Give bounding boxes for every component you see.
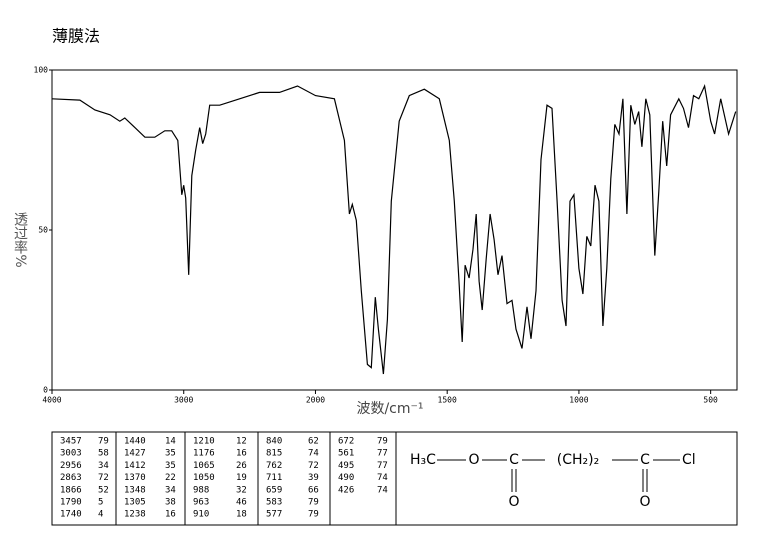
peak-transmittance: 16	[165, 510, 176, 520]
spectrum-line	[51, 83, 737, 375]
peak-transmittance: 39	[308, 473, 319, 483]
peak-wavenumber: 711	[266, 473, 282, 483]
peak-wavenumber: 3003	[60, 449, 82, 459]
structure-atom: C	[509, 452, 519, 468]
peak-transmittance: 26	[236, 461, 247, 471]
structure-atom: O	[468, 452, 479, 468]
peak-transmittance: 35	[165, 461, 176, 471]
peak-wavenumber: 963	[193, 498, 209, 508]
peak-transmittance: 38	[165, 498, 176, 508]
peak-wavenumber: 1050	[193, 473, 215, 483]
peak-wavenumber: 1412	[124, 461, 146, 471]
peak-transmittance: 79	[98, 437, 109, 447]
peak-wavenumber: 1440	[124, 437, 146, 447]
peak-transmittance: 14	[165, 437, 176, 447]
peak-transmittance: 74	[377, 473, 388, 483]
peak-transmittance: 16	[236, 449, 247, 459]
peak-wavenumber: 762	[266, 461, 282, 471]
structure-atom: (CH₂)₂	[557, 452, 599, 468]
x-tick-label: 1000	[569, 396, 588, 405]
peak-transmittance: 74	[308, 449, 319, 459]
plot-frame	[51, 69, 738, 391]
peak-transmittance: 77	[377, 449, 388, 459]
structure-atom: Cl	[682, 452, 696, 468]
peak-transmittance: 46	[236, 498, 247, 508]
x-axis-label: 波数/cm⁻¹	[356, 401, 423, 417]
structure-atom: C	[640, 452, 650, 468]
structure-bonds	[437, 459, 680, 492]
structure-atom: H₃C	[410, 452, 436, 468]
peak-transmittance: 62	[308, 437, 319, 447]
peak-wavenumber: 672	[338, 437, 354, 447]
peak-wavenumber: 1866	[60, 485, 82, 495]
x-tick-label: 2000	[306, 396, 325, 405]
peak-transmittance: 34	[165, 485, 176, 495]
peak-wavenumber: 1370	[124, 473, 146, 483]
peak-wavenumber: 1065	[193, 461, 215, 471]
peak-transmittance: 79	[377, 437, 388, 447]
y-axis-label: 透过率%	[12, 212, 28, 267]
peak-wavenumber: 426	[338, 485, 354, 495]
peak-wavenumber: 1348	[124, 485, 146, 495]
peak-transmittance: 79	[308, 510, 319, 520]
peak-wavenumber: 988	[193, 485, 209, 495]
peak-wavenumber: 1427	[124, 449, 146, 459]
peak-transmittance: 22	[165, 473, 176, 483]
peak-transmittance: 52	[98, 485, 109, 495]
x-tick-label: 3000	[174, 396, 193, 405]
peak-transmittance: 32	[236, 485, 247, 495]
peak-wavenumber: 583	[266, 498, 282, 508]
peak-transmittance: 34	[98, 461, 109, 471]
y-tick-label: 0	[43, 386, 48, 395]
peak-wavenumber: 3457	[60, 437, 82, 447]
x-tick-label: 4000	[42, 396, 61, 405]
peak-wavenumber: 1176	[193, 449, 215, 459]
peak-wavenumber: 1790	[60, 498, 82, 508]
peak-transmittance: 5	[98, 498, 103, 508]
y-tick-label: 50	[38, 226, 48, 235]
peak-wavenumber: 1740	[60, 510, 82, 520]
peak-transmittance: 35	[165, 449, 176, 459]
peak-wavenumber: 815	[266, 449, 282, 459]
peak-wavenumber: 1210	[193, 437, 215, 447]
structure-atom: O	[639, 494, 650, 510]
peak-wavenumber: 495	[338, 461, 354, 471]
peak-wavenumber: 659	[266, 485, 282, 495]
table-dividers	[115, 432, 397, 525]
peak-transmittance: 72	[98, 473, 109, 483]
peak-transmittance: 19	[236, 473, 247, 483]
peak-transmittance: 4	[98, 510, 103, 520]
peak-wavenumber: 561	[338, 449, 354, 459]
peak-wavenumber: 490	[338, 473, 354, 483]
peak-transmittance: 12	[236, 437, 247, 447]
peak-transmittance: 66	[308, 485, 319, 495]
peak-wavenumber: 2863	[60, 473, 82, 483]
structure-atom: O	[508, 494, 519, 510]
peak-transmittance: 77	[377, 461, 388, 471]
peak-wavenumber: 1305	[124, 498, 146, 508]
peak-wavenumber: 577	[266, 510, 282, 520]
peak-transmittance: 79	[308, 498, 319, 508]
peak-transmittance: 58	[98, 449, 109, 459]
x-tick-label: 1500	[438, 396, 457, 405]
peak-wavenumber: 840	[266, 437, 282, 447]
table-frame	[51, 431, 738, 526]
peak-wavenumber: 910	[193, 510, 209, 520]
y-tick-label: 100	[34, 66, 49, 75]
peak-wavenumber: 1238	[124, 510, 146, 520]
peak-transmittance: 74	[377, 485, 388, 495]
peak-transmittance: 18	[236, 510, 247, 520]
peak-wavenumber: 2956	[60, 461, 82, 471]
x-tick-label: 500	[703, 396, 718, 405]
peak-transmittance: 72	[308, 461, 319, 471]
chart-title: 薄膜法	[52, 27, 100, 46]
